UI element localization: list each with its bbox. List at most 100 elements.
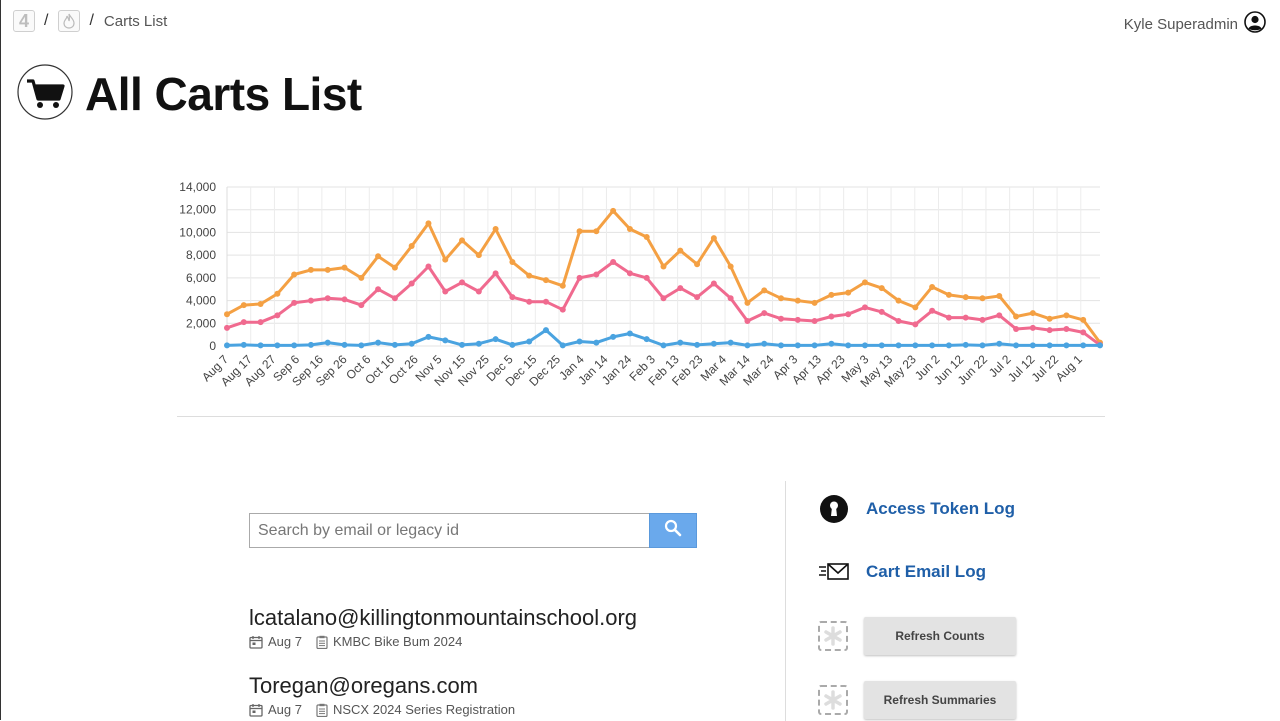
data-point bbox=[576, 228, 583, 235]
data-point bbox=[778, 315, 785, 322]
user-avatar-icon bbox=[1244, 11, 1266, 38]
data-point bbox=[861, 342, 868, 349]
data-point bbox=[492, 270, 499, 277]
data-point bbox=[744, 299, 751, 306]
data-point bbox=[895, 297, 902, 304]
y-tick-label: 4,000 bbox=[186, 294, 216, 308]
data-point bbox=[240, 302, 247, 309]
data-point bbox=[761, 340, 768, 347]
data-point bbox=[626, 226, 633, 233]
carts-line-chart: 0 2,000 4,000 6,000 8,000 10,000 12,000 14,000 A… bbox=[179, 180, 1103, 390]
breadcrumb: 4 / / Carts List bbox=[13, 8, 167, 34]
data-point bbox=[828, 291, 835, 298]
chart-divider bbox=[177, 416, 1105, 417]
breadcrumb-separator: / bbox=[89, 12, 94, 29]
data-point bbox=[1080, 329, 1087, 336]
data-point bbox=[694, 294, 701, 301]
data-point bbox=[593, 271, 600, 278]
data-point bbox=[996, 340, 1003, 347]
data-point bbox=[962, 314, 969, 321]
access-token-log-link[interactable]: Access Token Log bbox=[866, 499, 1015, 518]
data-point bbox=[1029, 310, 1036, 317]
data-point bbox=[542, 327, 549, 334]
data-point bbox=[391, 341, 398, 348]
data-point bbox=[442, 256, 449, 263]
data-point bbox=[257, 300, 264, 307]
result-email[interactable]: Toregan@oregans.com bbox=[249, 673, 479, 698]
x-tick-label: Aug 1 bbox=[1053, 352, 1085, 384]
user-menu[interactable]: Kyle Superadmin bbox=[1124, 11, 1266, 38]
data-point bbox=[861, 304, 868, 311]
data-point bbox=[710, 340, 717, 347]
data-point bbox=[542, 277, 549, 284]
cart-email-log-link[interactable]: Cart Email Log bbox=[866, 562, 986, 581]
data-point bbox=[811, 342, 818, 349]
data-point bbox=[945, 291, 952, 298]
data-point bbox=[1063, 325, 1070, 332]
data-point bbox=[778, 342, 785, 349]
breadcrumb-separator: / bbox=[44, 12, 49, 29]
data-point bbox=[744, 318, 751, 325]
list-item[interactable]: lcatalano@killingtonmountainschool.org A… bbox=[249, 605, 637, 649]
search-icon bbox=[664, 519, 682, 542]
data-point bbox=[979, 342, 986, 349]
data-point bbox=[962, 341, 969, 348]
result-date: Aug 7 bbox=[268, 702, 302, 717]
x-tick-label: Jul 22 bbox=[1029, 352, 1062, 385]
clipboard-icon bbox=[316, 635, 328, 649]
data-point bbox=[610, 333, 617, 340]
data-point bbox=[694, 261, 701, 268]
data-point bbox=[1080, 342, 1087, 349]
data-point bbox=[425, 333, 432, 340]
result-date: Aug 7 bbox=[268, 634, 302, 649]
data-point bbox=[459, 279, 466, 286]
data-point bbox=[1029, 324, 1036, 331]
data-point bbox=[1080, 316, 1087, 323]
result-email[interactable]: lcatalano@killingtonmountainschool.org bbox=[249, 605, 638, 630]
data-point bbox=[358, 274, 365, 281]
data-point bbox=[945, 314, 952, 321]
data-point bbox=[912, 304, 919, 311]
data-point bbox=[811, 318, 818, 325]
data-point bbox=[408, 340, 415, 347]
search-input[interactable] bbox=[249, 513, 649, 548]
data-point bbox=[274, 312, 281, 319]
data-point bbox=[291, 271, 298, 278]
data-point bbox=[1063, 312, 1070, 319]
search-button[interactable] bbox=[649, 513, 697, 548]
data-point bbox=[307, 297, 314, 304]
flame-icon[interactable] bbox=[58, 10, 81, 32]
data-point bbox=[744, 342, 751, 349]
data-point bbox=[1063, 342, 1070, 349]
data-point bbox=[391, 295, 398, 302]
data-point bbox=[828, 340, 835, 347]
data-point bbox=[324, 295, 331, 302]
data-point bbox=[526, 298, 533, 305]
clipboard-icon bbox=[316, 703, 328, 717]
data-point bbox=[694, 341, 701, 348]
calendar-icon bbox=[249, 703, 263, 717]
data-point bbox=[895, 342, 902, 349]
data-point bbox=[492, 336, 499, 343]
data-point bbox=[1013, 342, 1020, 349]
y-tick-label: 10,000 bbox=[179, 225, 216, 239]
list-item[interactable]: Toregan@oregans.com Aug 7 NSCX 2024 Seri… bbox=[249, 673, 515, 717]
data-point bbox=[576, 274, 583, 281]
data-point bbox=[727, 263, 734, 270]
data-point bbox=[509, 294, 516, 301]
data-point bbox=[307, 341, 314, 348]
data-point bbox=[475, 288, 482, 295]
cart-email-log-row: Cart Email Log bbox=[818, 556, 986, 588]
refresh-summaries-button[interactable]: Refresh Summaries bbox=[864, 681, 1016, 719]
data-point bbox=[1046, 342, 1053, 349]
data-point bbox=[1029, 342, 1036, 349]
refresh-counts-button[interactable]: Refresh Counts bbox=[864, 617, 1016, 655]
data-point bbox=[442, 337, 449, 344]
asterisk-placeholder-icon bbox=[818, 621, 848, 651]
home-logo-link[interactable]: 4 bbox=[13, 10, 35, 32]
refresh-summaries-row: Refresh Summaries bbox=[818, 681, 1016, 719]
data-point bbox=[358, 302, 365, 309]
data-point bbox=[626, 270, 633, 277]
y-tick-label: 2,000 bbox=[186, 316, 216, 330]
data-point bbox=[274, 342, 281, 349]
